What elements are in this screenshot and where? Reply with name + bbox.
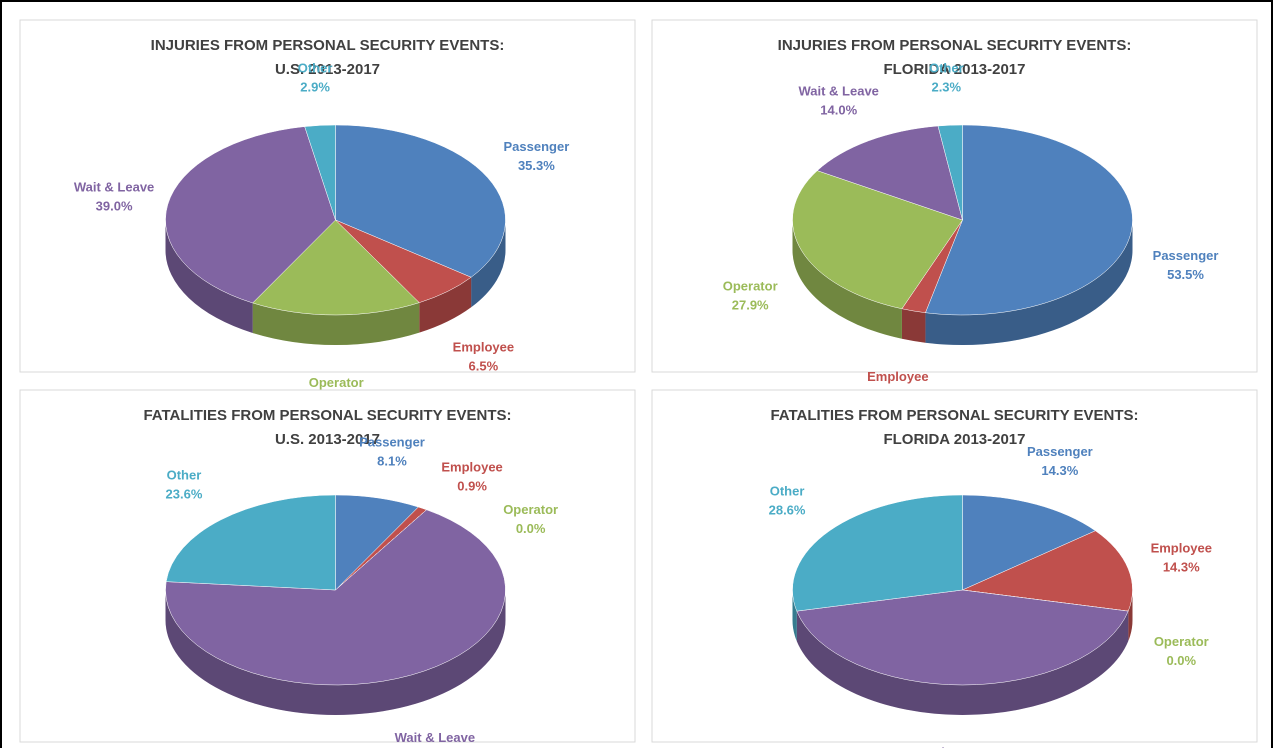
data-label-value: 27.9% [732, 298, 769, 313]
slice-side-shade [796, 611, 1129, 715]
slice [937, 124, 963, 221]
data-label-name: Operator [723, 279, 778, 294]
chart-title: FATALITIES FROM PERSONAL SECURITY EVENTS… [143, 407, 511, 424]
slice-side [419, 277, 472, 333]
chart-panel: INJURIES FROM PERSONAL SECURITY EVENTS: U… [19, 19, 636, 409]
data-label-name: Passenger [504, 139, 570, 154]
slice-side [792, 590, 797, 642]
data-label-value: 14.3% [1041, 463, 1078, 478]
slice-side [252, 302, 420, 345]
data-label-value: 39.0% [96, 198, 133, 213]
slice-side-shade [252, 302, 420, 345]
slice [165, 509, 506, 686]
data-label-name: Other [298, 61, 333, 76]
slice-side [1128, 590, 1133, 642]
chart-panel: FATALITIES FROM PERSONAL SECURITY EVENTS… [651, 389, 1258, 748]
data-label-name: Employee [441, 459, 502, 474]
data-label-value: 0.9% [457, 478, 487, 493]
data-label-name: Operator [503, 502, 558, 517]
slice-side [925, 220, 1133, 345]
chart-subtitle: FLORIDA 2013-2017 [883, 61, 1025, 78]
slice-side-shade [165, 220, 253, 333]
slice-side [165, 590, 506, 715]
slice-side [165, 220, 253, 333]
slice-side [796, 611, 1129, 715]
data-label-name: Other [929, 60, 964, 75]
data-label-value: 53.5% [1167, 267, 1204, 282]
data-label-value: 8.1% [377, 454, 407, 469]
data-label-name: Employee [867, 369, 928, 384]
chart-subtitle: U.S. 2013-2017 [275, 61, 380, 78]
slice-side-shade [792, 590, 797, 642]
slice [925, 124, 1133, 316]
slice [165, 126, 336, 304]
data-label-name: Operator [309, 375, 364, 390]
data-label-value: 14.3% [1163, 560, 1200, 575]
slice [165, 494, 336, 591]
slice-side-shade [419, 277, 472, 333]
chart-title: FATALITIES FROM PERSONAL SECURITY EVENTS… [770, 407, 1138, 424]
slice-side [901, 308, 926, 343]
chart-title: INJURIES FROM PERSONAL SECURITY EVENTS: [778, 37, 1132, 54]
slice-side-shade [1128, 590, 1133, 642]
slice-side [471, 220, 506, 308]
chart-panel: INJURIES FROM PERSONAL SECURITY EVENTS: F… [651, 19, 1258, 403]
slice [796, 589, 1129, 686]
data-label-value: 28.6% [769, 503, 806, 518]
slice [792, 170, 963, 310]
slice-side-shade [925, 220, 1133, 345]
slice-side [792, 220, 902, 339]
data-label-value: 0.0% [1166, 653, 1196, 668]
data-label-value: 6.5% [469, 359, 499, 374]
data-label-name: Employee [1151, 541, 1212, 556]
slice [962, 494, 1096, 591]
data-label-value: 0.0% [516, 521, 546, 536]
slice [816, 125, 963, 221]
slice-side-shade [471, 220, 506, 308]
data-label-name: Wait & Leave [395, 730, 475, 745]
data-label-name: Passenger [1027, 444, 1093, 459]
data-label-name: Passenger [1153, 248, 1219, 263]
slice [961, 530, 1133, 612]
data-label-name: Employee [453, 340, 514, 355]
chart-panel: FATALITIES FROM PERSONAL SECURITY EVENTS… [19, 389, 636, 745]
data-label-value: 2.9% [300, 80, 330, 95]
data-label-name: Other [167, 467, 202, 482]
data-label-value: 14.0% [820, 103, 857, 118]
chart-title: INJURIES FROM PERSONAL SECURITY EVENTS: [151, 37, 505, 54]
slice [335, 124, 506, 278]
slice [792, 494, 963, 612]
chart-subtitle: FLORIDA 2013-2017 [883, 431, 1025, 448]
slice [252, 219, 420, 316]
data-label-value: 23.6% [166, 486, 203, 501]
data-label-value: 2.3% [931, 79, 961, 94]
data-label-name: Passenger [359, 435, 425, 450]
data-label-name: Wait & Leave [798, 84, 878, 99]
data-label-value: 35.3% [518, 158, 555, 173]
slice [304, 124, 336, 221]
slice-side-shade [165, 590, 506, 715]
data-label-name: Wait & Leave [922, 745, 1002, 748]
slice-side-shade [792, 220, 902, 339]
data-label-name: Other [770, 484, 805, 499]
data-label-name: Wait & Leave [74, 179, 154, 194]
data-label-name: Operator [1154, 634, 1209, 649]
chart-subtitle: U.S. 2013-2017 [275, 431, 380, 448]
slice-side-shade [901, 308, 926, 343]
